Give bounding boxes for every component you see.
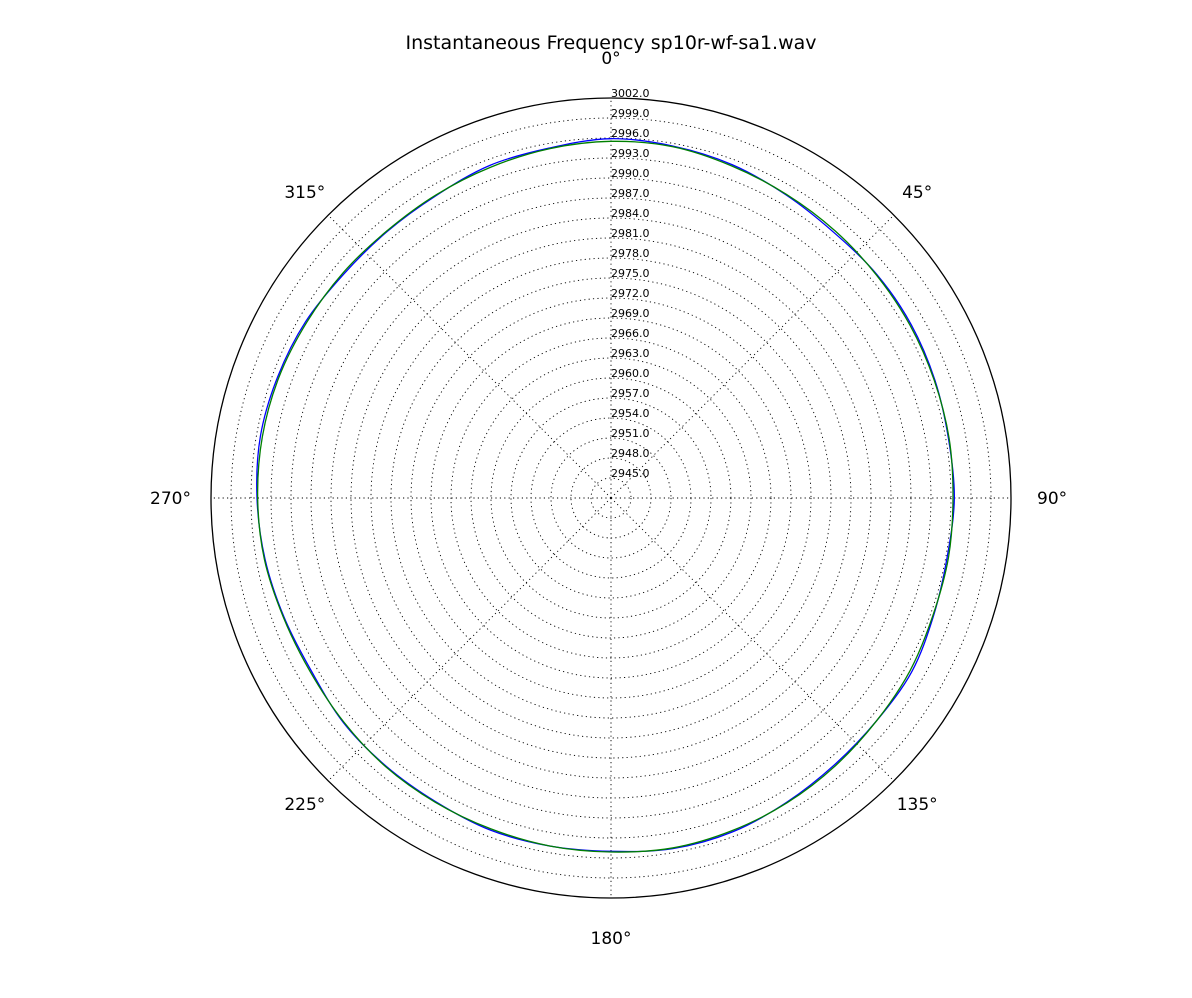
radial-grid-ring [530, 417, 692, 579]
radial-tick-label: 2954.0 [611, 407, 650, 420]
radial-tick-label: 2969.0 [611, 307, 650, 320]
chart-title: Instantaneous Frequency sp10r-wf-sa1.wav [405, 32, 816, 54]
radial-grid-ring [250, 137, 972, 859]
radial-grid-ring [510, 397, 712, 599]
series-group [256, 138, 955, 853]
radial-tick-label: 2957.0 [611, 387, 650, 400]
radial-grid-ring [430, 317, 792, 679]
radial-tick-label: 2987.0 [611, 187, 650, 200]
radial-grid-ring [370, 257, 852, 739]
radial-grid-ring [310, 197, 912, 799]
radial-tick-label: 2966.0 [611, 327, 650, 340]
series-line [256, 138, 955, 853]
radial-tick-label: 2984.0 [611, 207, 650, 220]
angular-tick-label: 270° [150, 489, 191, 509]
angular-grid-line [327, 214, 612, 499]
radial-grid-ring [450, 337, 772, 659]
radial-grid-ring [550, 437, 672, 559]
radial-grid-ring [270, 157, 952, 839]
radial-tick-label: 2990.0 [611, 167, 650, 180]
angular-grid-line [610, 214, 895, 499]
angular-grid-line [610, 497, 895, 782]
radial-tick-labels: 2945.0 2948.0 2951.0 2954.0 2957.0 2960.0 2963… [611, 87, 650, 480]
radial-grid-ring [390, 277, 832, 719]
polar-grid [210, 97, 1012, 899]
radial-grid-ring [590, 477, 632, 519]
radial-grid-ring [570, 457, 652, 539]
radial-tick-label: 2945.0 [611, 467, 650, 480]
angular-tick-label: 225° [284, 795, 325, 815]
radial-grid-ring [350, 237, 872, 759]
radial-tick-label: 2978.0 [611, 247, 650, 260]
radial-tick-label: 2948.0 [611, 447, 650, 460]
radial-tick-label: 2999.0 [611, 107, 650, 120]
radial-grid-ring [410, 297, 812, 699]
radial-tick-label: 2972.0 [611, 287, 650, 300]
radial-tick-label: 3002.0 [611, 87, 650, 100]
radial-tick-label: 2963.0 [611, 347, 650, 360]
series-line [256, 140, 954, 853]
angular-tick-label: 45° [902, 183, 932, 203]
radial-tick-label: 2993.0 [611, 147, 650, 160]
radial-tick-label: 2996.0 [611, 127, 650, 140]
angular-tick-label: 0° [601, 49, 620, 69]
radial-tick-label: 2960.0 [611, 367, 650, 380]
angular-grid-line [327, 497, 612, 782]
angular-tick-labels: 0° 45° 90° 135° 180° 225° 270° 315° [150, 49, 1067, 949]
radial-tick-label: 2975.0 [611, 267, 650, 280]
angular-tick-label: 90° [1037, 489, 1067, 509]
radial-grid-ring [230, 117, 992, 879]
radial-tick-label: 2981.0 [611, 227, 650, 240]
radial-grid-ring [330, 217, 892, 779]
angular-tick-label: 315° [284, 183, 325, 203]
radial-grid-ring [470, 357, 752, 639]
outer-boundary [210, 97, 1012, 899]
radial-grid-ring [290, 177, 932, 819]
radial-grid-ring [490, 377, 732, 619]
angular-tick-label: 180° [591, 929, 632, 949]
radial-tick-label: 2951.0 [611, 427, 650, 440]
angular-tick-label: 135° [897, 795, 938, 815]
